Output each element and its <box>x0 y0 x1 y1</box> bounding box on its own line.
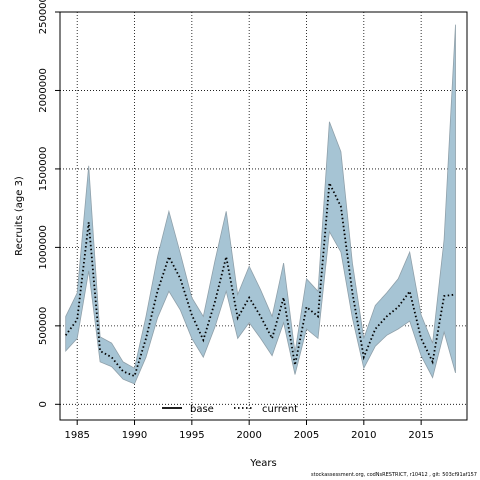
plot-frame <box>59 11 468 421</box>
legend: base current <box>162 404 298 415</box>
legend-label-current: current <box>262 404 298 415</box>
series-line-current <box>64 179 456 378</box>
x-axis: 1985 1990 1995 2000 2005 2010 2015 <box>64 420 434 441</box>
x-axis-title: Years <box>249 458 276 469</box>
x-tick-label: 2010 <box>351 430 376 441</box>
y-axis: 0 500000 1000000 1500000 2000000 2500000 <box>38 0 60 407</box>
x-tick-label: 1985 <box>64 430 89 441</box>
y-tick-label: 2000000 <box>38 68 49 113</box>
y-tick-label: 1500000 <box>38 147 49 192</box>
x-tick-label: 2000 <box>236 430 261 441</box>
legend-label-base: base <box>190 404 214 415</box>
x-tick-label: 2005 <box>294 430 319 441</box>
y-tick-label: 500000 <box>38 307 49 345</box>
x-tick-label: 2015 <box>408 430 433 441</box>
y-axis-title: Recruits (age 3) <box>14 176 25 256</box>
y-tick-label: 1000000 <box>38 225 49 270</box>
footer-text: stockassessment.org, codNsRESTRICT, r104… <box>311 472 477 478</box>
confidence-band <box>65 24 456 385</box>
y-tick-label: 2500000 <box>38 0 49 34</box>
y-tick-label: 0 <box>38 401 49 407</box>
x-tick-label: 1990 <box>122 430 147 441</box>
x-tick-label: 1995 <box>179 430 204 441</box>
